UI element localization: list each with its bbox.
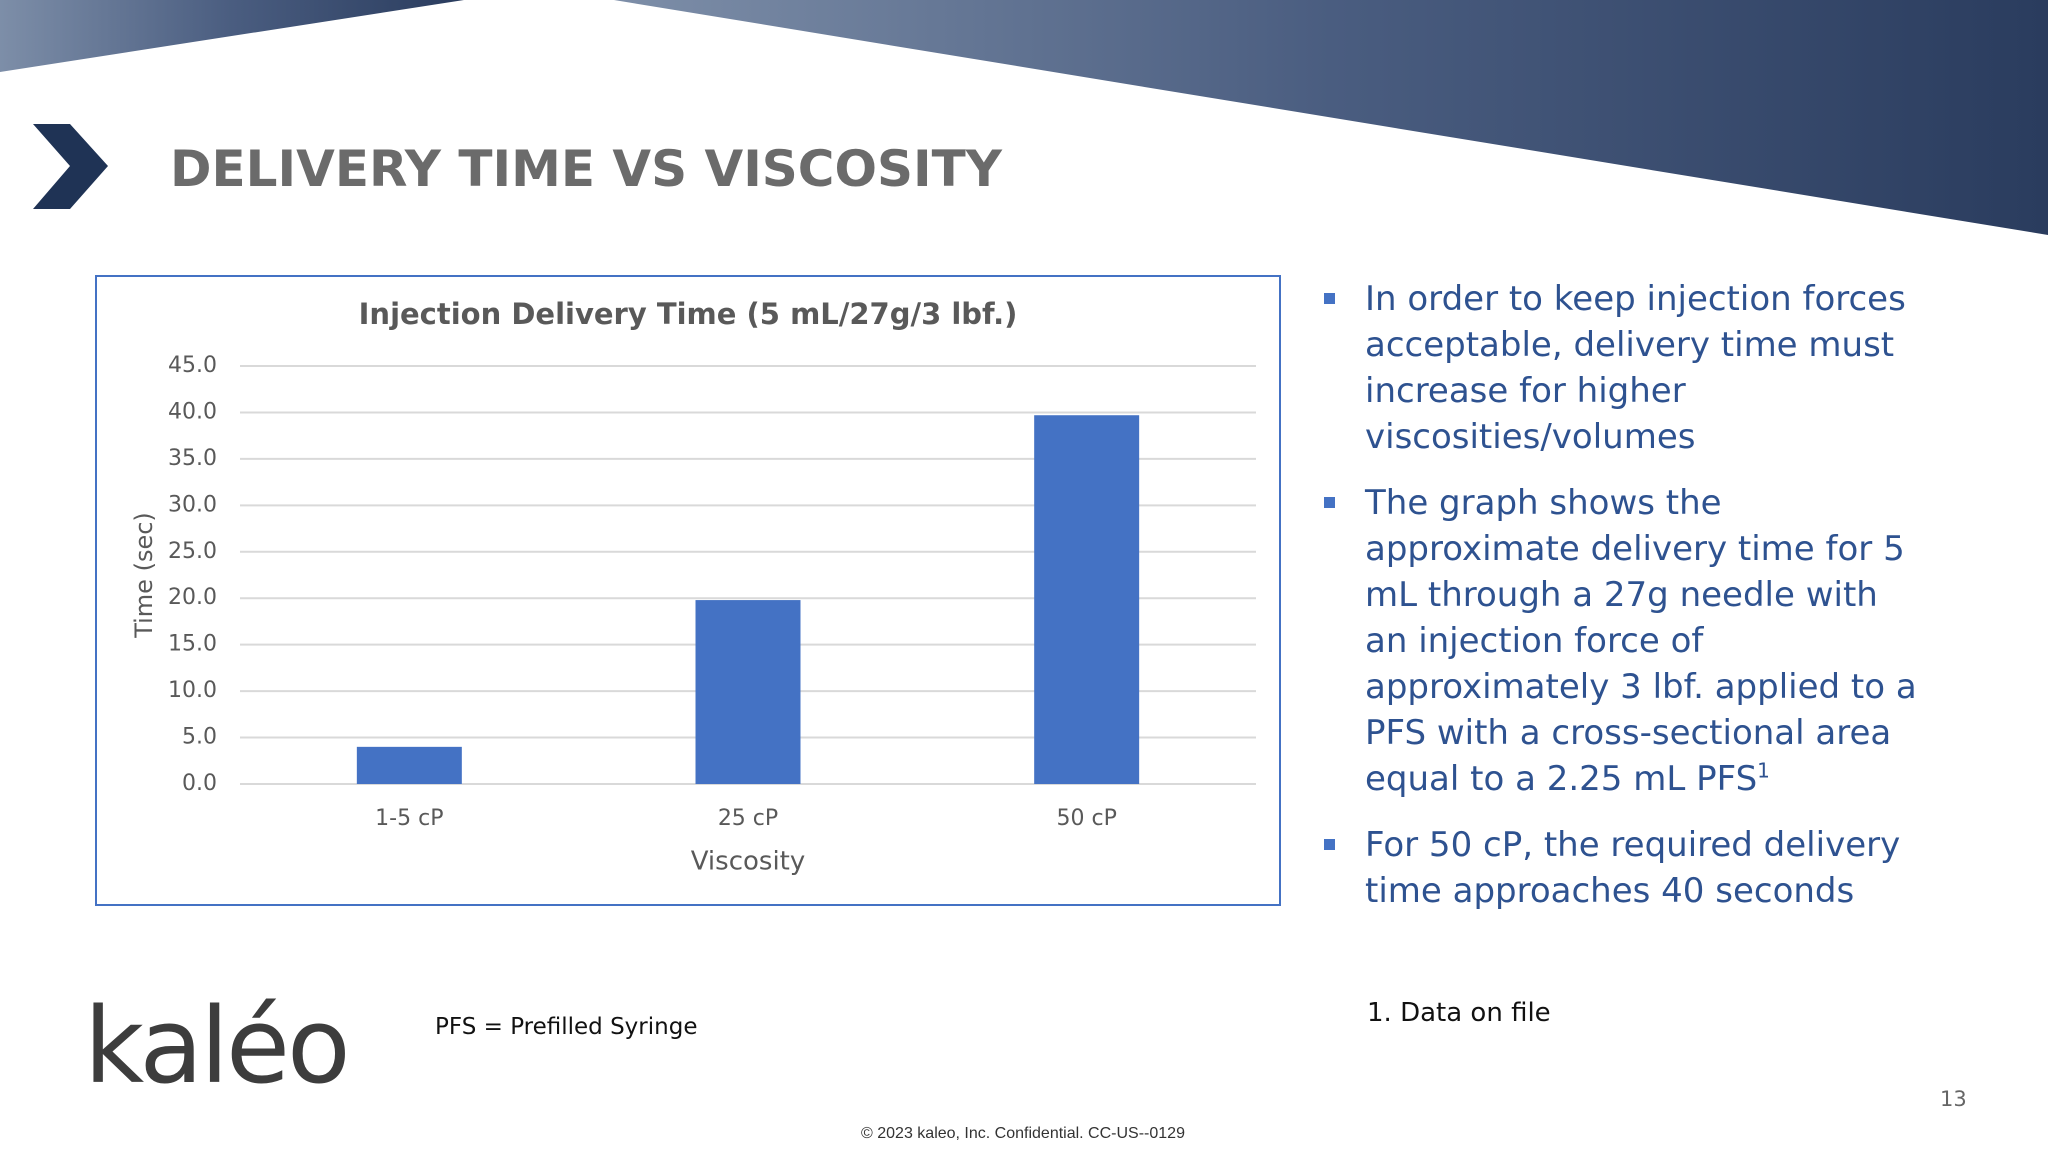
x-tick-label: 50 cP bbox=[1056, 806, 1116, 831]
y-tick-label: 25.0 bbox=[168, 539, 217, 564]
y-tick-label: 45.0 bbox=[168, 353, 217, 378]
x-axis-title: Viscosity bbox=[691, 847, 806, 877]
bullet: For 50 cP, the required delivery time ap… bbox=[1324, 822, 1924, 914]
bar bbox=[356, 746, 462, 784]
banner-right bbox=[614, 0, 2048, 235]
x-tick-label: 25 cP bbox=[718, 806, 778, 831]
slide-title: DELIVERY TIME VS VISCOSITY bbox=[170, 140, 1002, 198]
y-tick-label: 35.0 bbox=[168, 446, 217, 471]
y-axis-title: Time (sec) bbox=[130, 512, 158, 639]
bar bbox=[1034, 415, 1140, 784]
y-tick-label: 20.0 bbox=[168, 585, 217, 610]
bullet-text: The graph shows the approximate delivery… bbox=[1365, 483, 1917, 799]
y-tick-label: 5.0 bbox=[182, 725, 217, 750]
page-number: 13 bbox=[1940, 1087, 1967, 1111]
bullet-text: In order to keep injection forces accept… bbox=[1365, 279, 1906, 457]
chevron-icon bbox=[33, 124, 108, 209]
plot: 0.0 5.0 10.0 15.0 20.0 25.0 30.0 35.0 40.0 45.0 1-… bbox=[168, 353, 1256, 831]
bullet: In order to keep injection forces accept… bbox=[1324, 276, 1924, 460]
x-tick-label: 1-5 cP bbox=[375, 806, 443, 831]
bullet: The graph shows the approximate delivery… bbox=[1324, 480, 1924, 802]
chart-title: Injection Delivery Time (5 mL/27g/3 lbf.… bbox=[359, 297, 1018, 331]
footnote-ref: 1 bbox=[1757, 758, 1770, 783]
footnote: 1. Data on file bbox=[1367, 998, 1551, 1028]
bar bbox=[695, 600, 801, 784]
copyright: © 2023 kaleo, Inc. Confidential. CC-US--… bbox=[861, 1125, 1185, 1142]
banner-left bbox=[0, 0, 464, 72]
y-tick-label: 0.0 bbox=[182, 771, 217, 796]
abbreviation-note: PFS = Prefilled Syringe bbox=[435, 1014, 698, 1040]
bullet-text: For 50 cP, the required delivery time ap… bbox=[1365, 825, 1901, 911]
y-tick-label: 40.0 bbox=[168, 399, 217, 424]
y-tick-label: 30.0 bbox=[168, 492, 217, 517]
y-tick-label: 15.0 bbox=[168, 632, 217, 657]
y-tick-label: 10.0 bbox=[168, 678, 217, 703]
logo: kaléo bbox=[84, 985, 351, 1107]
bullet-list: In order to keep injection forces accept… bbox=[1324, 276, 1924, 934]
